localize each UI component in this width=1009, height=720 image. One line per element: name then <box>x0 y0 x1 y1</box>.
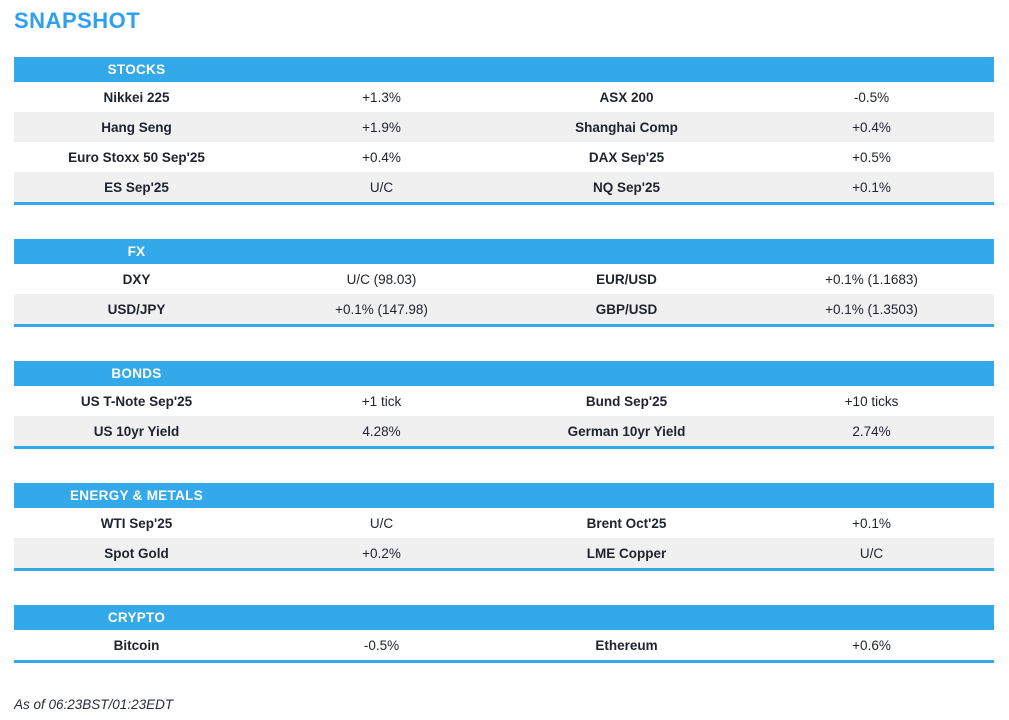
cell-instrument: ASX 200 <box>599 89 654 105</box>
table-row: ES Sep'25 U/C NQ Sep'25 +0.1% <box>14 172 994 202</box>
cell-instrument: German 10yr Yield <box>567 423 686 439</box>
cell-change: +0.1% <box>852 179 891 195</box>
section-header: ENERGY & METALS <box>14 483 994 508</box>
cell-instrument: US T-Note Sep'25 <box>80 393 193 409</box>
cell-change: +0.2% <box>362 545 401 561</box>
table-row: DXY U/C (98.03) EUR/USD +0.1% (1.1683) <box>14 264 994 294</box>
section-header-label: FX <box>127 244 146 259</box>
cell-change: +1.9% <box>362 119 401 135</box>
market-table-energy-metals: ENERGY & METALS WTI Sep'25 U/C Brent Oct'25… <box>14 483 994 571</box>
market-table-fx: FX DXY U/C (98.03) EUR/USD +0.1% (1.1683) USD… <box>14 239 994 327</box>
cell-change: +0.4% <box>362 149 401 165</box>
cell-instrument: Bund Sep'25 <box>585 393 668 409</box>
cell-instrument: Brent Oct'25 <box>586 515 667 531</box>
cell-instrument: USD/JPY <box>107 301 166 317</box>
cell-instrument: NQ Sep'25 <box>593 179 660 195</box>
cell-change: -0.5% <box>363 637 400 653</box>
section-header: BONDS <box>14 361 994 386</box>
cell-change: +0.1% <box>852 515 891 531</box>
table-row: Hang Seng +1.9% Shanghai Comp +0.4% <box>14 112 994 142</box>
table-row: Euro Stoxx 50 Sep'25 +0.4% DAX Sep'25 +0.5% <box>14 142 994 172</box>
cell-change: U/C <box>369 179 394 195</box>
market-table-crypto: CRYPTO Bitcoin -0.5% Ethereum +0.6% <box>14 605 994 663</box>
section-header-label: ENERGY & METALS <box>69 488 203 503</box>
section-header-label: CRYPTO <box>107 610 166 625</box>
cell-instrument: Spot Gold <box>104 545 169 561</box>
section-header-label: BONDS <box>111 366 162 381</box>
cell-instrument: LME Copper <box>586 545 667 561</box>
section-header-label: STOCKS <box>107 62 166 77</box>
page-title: SNAPSHOT <box>14 8 141 33</box>
cell-instrument: ES Sep'25 <box>104 179 169 195</box>
cell-instrument: DAX Sep'25 <box>588 149 665 165</box>
cell-change: +0.6% <box>852 637 891 653</box>
cell-change: +1.3% <box>362 89 401 105</box>
market-table-bonds: BONDS US T-Note Sep'25 +1 tick Bund Sep'25 +… <box>14 361 994 449</box>
cell-change: 2.74% <box>852 423 891 439</box>
cell-instrument: Shanghai Comp <box>575 119 678 135</box>
cell-instrument: Bitcoin <box>113 637 160 653</box>
table-row: Bitcoin -0.5% Ethereum +0.6% <box>14 630 994 660</box>
cell-instrument: GBP/USD <box>595 301 658 317</box>
table-row: US T-Note Sep'25 +1 tick Bund Sep'25 +10 ti… <box>14 386 994 416</box>
market-tables: STOCKS Nikkei 225 +1.3% ASX 200 -0.5% Hang Se… <box>14 57 994 663</box>
market-table-stocks: STOCKS Nikkei 225 +1.3% ASX 200 -0.5% Hang Se… <box>14 57 994 205</box>
cell-instrument: EUR/USD <box>596 271 657 287</box>
cell-change: +0.5% <box>852 149 891 165</box>
table-row: Nikkei 225 +1.3% ASX 200 -0.5% <box>14 82 994 112</box>
table-row: WTI Sep'25 U/C Brent Oct'25 +0.1% <box>14 508 994 538</box>
cell-change: U/C (98.03) <box>346 271 417 287</box>
cell-instrument: US 10yr Yield <box>93 423 180 439</box>
cell-change: -0.5% <box>853 89 890 105</box>
table-row: US 10yr Yield 4.28% German 10yr Yield 2.74% <box>14 416 994 446</box>
section-header: CRYPTO <box>14 605 994 630</box>
cell-change: +1 tick <box>361 393 402 409</box>
cell-change: U/C <box>369 515 394 531</box>
section-header: FX <box>14 239 994 264</box>
cell-change: +0.1% (147.98) <box>335 301 428 317</box>
cell-instrument: WTI Sep'25 <box>100 515 173 531</box>
cell-change: +0.1% (1.3503) <box>825 301 918 317</box>
cell-change: U/C <box>859 545 884 561</box>
table-row: USD/JPY +0.1% (147.98) GBP/USD +0.1% (1.350… <box>14 294 994 324</box>
cell-instrument: DXY <box>122 271 151 287</box>
cell-change: +0.4% <box>852 119 891 135</box>
cell-instrument: Nikkei 225 <box>103 89 170 105</box>
cell-change: +10 ticks <box>844 393 899 409</box>
cell-instrument: Euro Stoxx 50 Sep'25 <box>68 149 205 165</box>
section-header: STOCKS <box>14 57 994 82</box>
cell-instrument: Ethereum <box>595 637 658 653</box>
cell-instrument: Hang Seng <box>101 119 172 135</box>
cell-change: 4.28% <box>362 423 401 439</box>
footer-timestamp: As of 06:23BST/01:23EDT <box>14 697 174 712</box>
cell-change: +0.1% (1.1683) <box>825 271 918 287</box>
table-row: Spot Gold +0.2% LME Copper U/C <box>14 538 994 568</box>
